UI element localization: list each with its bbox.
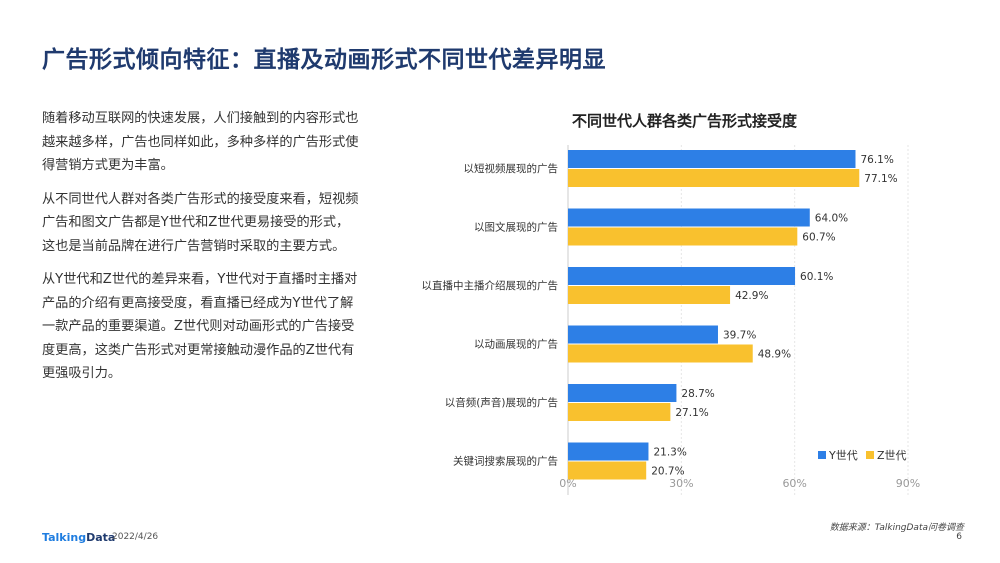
data-source: 数据来源：TalkingData问卷调查 (829, 523, 964, 533)
bar (568, 169, 860, 187)
page-title: 广告形式倾向特征：直播及动画形式不同世代差异明显 (42, 47, 606, 73)
paragraph-2: 从不同世代人群对各类广告形式的接受度来看，短视频广告和图文广告都是Y世代和Z世代… (42, 191, 359, 254)
category-label: 以音频(声音)展现的广告 (445, 396, 558, 409)
paragraph-1: 随着移动互联网的快速发展，人们接触到的内容形式也越来越多样，广告也同样如此，多种… (42, 111, 359, 173)
category-label: 以直播中主播介绍展现的广告 (422, 279, 559, 292)
data-label: 21.3% (653, 447, 686, 459)
logo-text-a: Talking (42, 531, 87, 544)
data-label: 20.7% (651, 466, 684, 478)
talkingdata-logo: TalkingData (42, 531, 115, 544)
bar (568, 150, 856, 168)
category-label: 以短视频展现的广告 (464, 162, 559, 175)
data-label: 48.9% (758, 349, 791, 361)
bar-chart: 0% 30% 60% 90% 以短视频展现的广告 76.1% 77.1% 以图文展现的广告 64… (422, 145, 920, 495)
bar (568, 344, 753, 363)
category-label: 以动画展现的广告 (474, 338, 558, 351)
bar (568, 208, 810, 227)
data-label: 27.1% (675, 407, 708, 419)
data-label: 76.1% (860, 154, 893, 166)
legend-swatch (866, 451, 874, 459)
data-label: 28.7% (681, 388, 714, 400)
bar (568, 286, 731, 304)
logo-text-b: Data (86, 531, 116, 544)
body-text: 随着移动互联网的快速发展，人们接触到的内容形式也越来越多样，广告也同样如此，多种… (42, 107, 362, 396)
bar (568, 461, 647, 480)
legend-label: Z世代 (877, 449, 907, 462)
data-label: 77.1% (864, 173, 897, 185)
bar (568, 267, 796, 285)
bar (568, 403, 671, 421)
x-tick-label: 90% (896, 477, 920, 490)
data-label: 64.0% (815, 213, 848, 225)
paragraph-3: 从Y世代和Z世代的差异来看，Y世代对于直播时主播对产品的介绍有更高接受度，看直播… (42, 272, 358, 381)
bar (568, 384, 677, 402)
bar (568, 227, 798, 246)
page-number: 6 (956, 532, 962, 542)
x-tick-label: 0% (559, 477, 576, 490)
x-tick-label: 30% (669, 477, 693, 490)
bar (568, 325, 718, 344)
chart-title: 不同世代人群各类广告形式接受度 (572, 112, 798, 130)
legend-swatch (818, 451, 826, 459)
data-label: 60.7% (802, 232, 835, 244)
category-label: 关键词搜索展现的广告 (453, 455, 558, 468)
data-label: 42.9% (735, 290, 768, 302)
legend-label: Y世代 (828, 449, 858, 462)
data-label: 60.1% (800, 271, 833, 283)
x-tick-label: 60% (782, 477, 806, 490)
category-label: 以图文展现的广告 (474, 221, 558, 234)
bar (568, 442, 649, 461)
data-label: 39.7% (723, 330, 756, 342)
footer-date: 2022/4/26 (112, 532, 159, 542)
